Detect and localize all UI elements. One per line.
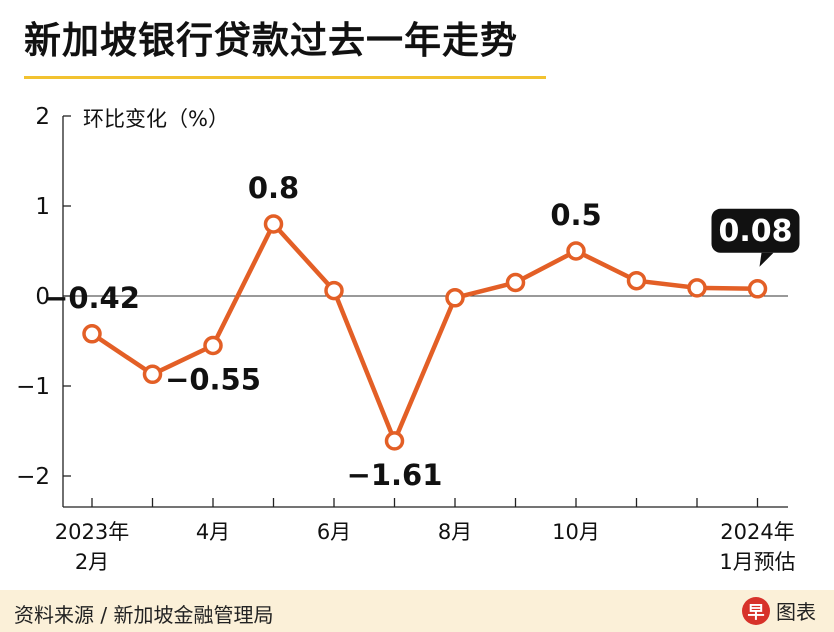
data-point [142, 364, 163, 385]
data-point [687, 278, 707, 298]
callout-pointer [759, 252, 774, 267]
y-tick-label: 0 [35, 284, 50, 310]
data-point [384, 431, 405, 451]
brand: 早 图表 [742, 596, 816, 625]
y-tick-label: 2 [35, 104, 50, 130]
brand-label: 图表 [776, 600, 816, 624]
axes-layer: 2 1 0 −1 −2 环比变化（%） 2023年 2月 4月 6月 8月 10月 2024年 1月预估 [16, 104, 796, 574]
data-label: −0.42 [44, 281, 140, 315]
data-point [324, 280, 344, 301]
source-note: 资料来源 / 新加坡金融管理局 [14, 603, 274, 627]
data-point [505, 272, 526, 293]
brand-logo-icon: 早 [742, 596, 770, 625]
footer: 资料来源 / 新加坡金融管理局 早 图表 [0, 590, 834, 632]
chart-title: 新加坡银行贷款过去一年走势 [24, 19, 518, 62]
x-tick-label: 10月 [552, 520, 600, 544]
data-label: 0.8 [248, 171, 299, 205]
data-point [566, 241, 586, 261]
x-tick-label: 2月 [75, 550, 109, 574]
data-point [203, 335, 223, 356]
x-tick-label: 4月 [196, 520, 230, 544]
data-point [626, 270, 647, 291]
data-label: −1.61 [347, 458, 443, 492]
data-point [747, 279, 768, 299]
series-layer [82, 214, 768, 451]
y-tick-label: −1 [16, 374, 50, 400]
data-label: 0.5 [550, 198, 601, 232]
x-tick-label: 2023年 [55, 520, 129, 544]
data-label: −0.55 [165, 363, 261, 397]
y-axis-label: 环比变化（%） [83, 107, 229, 131]
x-tick-label: 8月 [438, 520, 472, 544]
y-tick-label: −2 [16, 464, 50, 490]
x-tick-label: 1月预估 [719, 550, 795, 574]
labels-layer: −0.42 −0.55 0.8 −1.61 0.5 0.08 [44, 171, 800, 492]
data-point [263, 214, 284, 234]
series-line [90, 221, 758, 444]
y-tick-label: 1 [35, 194, 50, 220]
data-label: 0.08 [718, 214, 792, 249]
data-point [445, 288, 465, 308]
data-point [82, 324, 102, 344]
x-tick-label: 6月 [317, 520, 351, 544]
callout-box [711, 208, 800, 253]
title-underline [24, 76, 546, 79]
x-tick-label: 2024年 [720, 520, 794, 544]
